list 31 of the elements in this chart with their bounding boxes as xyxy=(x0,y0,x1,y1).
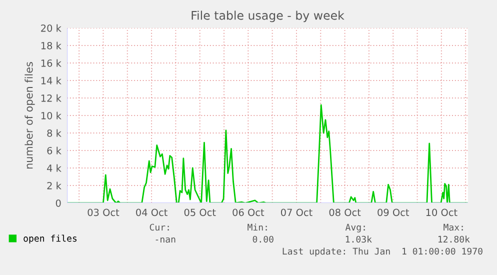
text: Avg: xyxy=(345,224,365,232)
text: 0.00 xyxy=(252,236,274,243)
text: 12.80k xyxy=(438,236,470,243)
legend-label: open files xyxy=(24,234,77,244)
x-tick-label: 08 Oct xyxy=(329,208,361,216)
text: 1.03k xyxy=(346,236,372,243)
text: -nan xyxy=(156,237,176,243)
text: Last update: Thu Jan 1 01:00:00 1970 xyxy=(282,248,482,256)
text: Max: xyxy=(444,224,463,231)
y-tick-label: 18 k xyxy=(41,42,62,50)
y-tick-label: 4 k xyxy=(47,164,62,172)
x-tick-label: 03 Oct xyxy=(88,208,120,216)
y-tick-label: 14 k xyxy=(41,76,62,84)
y-tick-label: 16 k xyxy=(41,59,62,67)
chart-title: File table usage - by week xyxy=(192,10,344,22)
x-tick-label: 05 Oct xyxy=(184,208,216,216)
y-tick-label: 10 k xyxy=(41,112,62,120)
x-tick-label: 04 Oct xyxy=(136,208,168,216)
y-tick-label: 2 k xyxy=(47,182,62,190)
x-tick-label: 09 Oct xyxy=(378,208,410,216)
y-tick-label: 6 k xyxy=(47,146,62,154)
text: Min: xyxy=(248,224,267,231)
x-tick-label: 10 Oct xyxy=(426,208,458,216)
y-tick-label: 12 k xyxy=(41,94,62,102)
x-tick-label: 06 Oct xyxy=(232,208,264,216)
text: Cur: xyxy=(150,224,169,231)
y-tick-label: 0 xyxy=(56,199,61,207)
y-axis-title: number of open files xyxy=(24,62,35,169)
y-tick-label: 20 k xyxy=(41,24,62,32)
y-tick-label: 8 k xyxy=(47,129,62,137)
x-tick-label: 07 Oct xyxy=(280,208,312,216)
